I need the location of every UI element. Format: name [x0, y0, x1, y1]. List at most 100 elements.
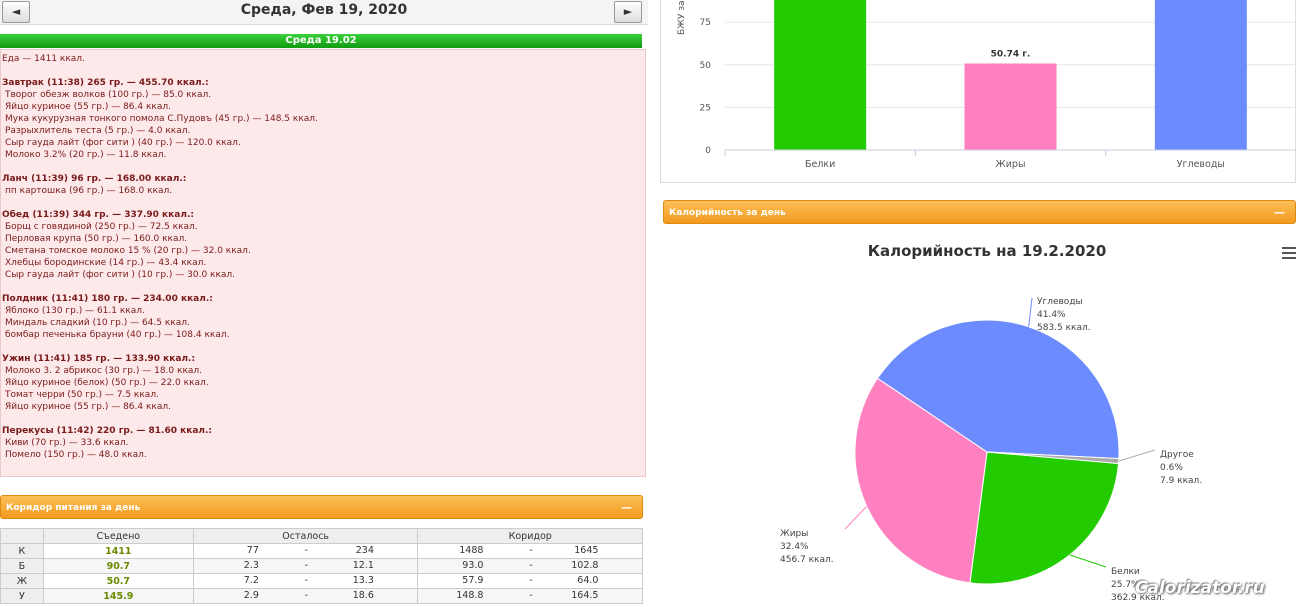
meal-item: Яблоко (130 гр.) — 61.1 ккал. [5, 306, 145, 316]
row-label: Б [0, 558, 44, 574]
eaten-cell: 145.9 [42, 588, 194, 604]
meal-item: Помело (150 гр.) — 48.0 ккал. [5, 450, 147, 460]
meal-item: Мука кукурузная тонкого помола С.Пудовъ … [5, 114, 318, 124]
left-cell: 77 - 234 [192, 543, 419, 559]
y-tick-label: 75 [700, 18, 711, 28]
meal-header: Ужин (11:41) 185 гр. — 133.90 ккал.: [2, 354, 196, 364]
connector [1069, 554, 1107, 568]
range-value: - [529, 545, 533, 556]
prev-button[interactable]: ◄ [2, 1, 30, 23]
meal-item: Киви (70 гр.) — 33.6 ккал. [5, 438, 129, 448]
slice-label: Жиры [780, 529, 808, 539]
pie-slice [854, 377, 988, 584]
range-value: - [529, 560, 533, 571]
x-tick-label: Углеводы [1177, 159, 1225, 170]
menu-icon[interactable] [1282, 247, 1296, 259]
meal-item: Перловая крупа (50 гр.) — 160.0 ккал. [5, 234, 188, 244]
meal: Полдник (11:41) 180 гр. — 234.00 ккал.: Я… [1, 293, 645, 341]
corridor-header[interactable]: Коридор питания за день — [0, 495, 643, 519]
range-cell: 148.8 - 164.5 [417, 588, 643, 604]
meal-item: Молоко 3.2% (20 гр.) — 11.8 ккал. [5, 150, 167, 160]
value-label: 50.74 г. [991, 50, 1031, 60]
meal-item: пп картошка (96 гр.) — 168.0 ккал. [5, 186, 173, 196]
table-row: Ж 50.7 7.2 - 13.3 57.9 - 64.0 [0, 573, 643, 589]
date-title: Среда, Фев 19, 2020 [240, 2, 408, 18]
corridor-table: Съедено Осталось Коридор К 1411 77-234 1488-16… [0, 528, 643, 604]
bar [1154, 0, 1247, 150]
row-label: Ж [0, 573, 44, 589]
meal-item: Хлебцы бородинские (14 гр.) — 43.4 ккал. [5, 258, 207, 268]
connector [1118, 449, 1156, 462]
slice-label: 25.7% [1111, 580, 1140, 590]
meal-item: Творог обезж волков (100 гр.) — 85.0 кка… [5, 90, 212, 100]
meal-header: Завтрак (11:38) 265 гр. — 455.70 ккал.: [2, 78, 209, 88]
range-value: 93.0 [462, 560, 484, 571]
charts: 0 25 50 75 БЖУ за Белки Жиры 50.74 г. Углеводы Ка… [677, 0, 1296, 603]
meal: Перекусы (11:42) 220 гр. — 81.60 ккал.: К… [1, 425, 645, 461]
meal-item: Борщ с говядиной (250 гр.) — 72.5 ккал. [5, 222, 198, 232]
slice-label: 32.4% [780, 542, 809, 552]
range-value: 1645 [574, 545, 599, 556]
slice-label: 41.4% [1037, 310, 1066, 320]
meal-item: Миндаль сладкий (10 гр.) — 64.5 ккал. [5, 318, 190, 328]
meal-item: Разрыхлитель теста (5 гр.) — 4.0 ккал. [5, 126, 191, 136]
chart-title: Калорийность на 19.2.2020 [868, 242, 1107, 260]
range-cell: 57.9 - 64.0 [417, 573, 643, 589]
calorie-header[interactable]: Калорийность за день — [663, 200, 1296, 224]
watermark: Calorizator.ru [1135, 578, 1265, 598]
range-cell: 93.0 - 102.8 [417, 558, 643, 574]
bar [964, 63, 1057, 150]
column-header: Коридор [417, 528, 643, 544]
meal-item: Яйцо куриное (белок) (50 гр.) — 22.0 кка… [5, 378, 209, 388]
left-value: - [304, 560, 309, 571]
meal: Ланч (11:39) 96 гр. — 168.00 ккал.: пп ка… [1, 173, 645, 197]
column-header: Осталось [192, 528, 419, 544]
slice-label: 7.9 ккал. [1160, 476, 1202, 486]
meal: Обед (11:39) 344 гр. — 337.90 ккал.: Борщ… [1, 209, 645, 281]
row-label: У [0, 588, 44, 604]
range-value: 1488 [459, 545, 484, 556]
left-value: 12.1 [352, 560, 374, 571]
table-row: У 145.9 2.9 - 18.6 148.8 - 164.5 [0, 588, 643, 604]
date-header: ◄ Среда, Фев 19, 2020 ► [0, 0, 648, 25]
collapse-button[interactable]: — [621, 501, 632, 514]
meal-item: Томат черри (50 гр.) — 7.5 ккал. [5, 390, 159, 400]
left-value: - [304, 575, 309, 586]
left-value: 18.6 [352, 590, 374, 601]
meal-item: Сыр гауда лайт (фог сити ) (40 гр.) — 12… [5, 138, 241, 148]
meal-header: Обед (11:39) 344 гр. — 337.90 ккал.: [2, 210, 194, 220]
x-tick-label: Жиры [996, 159, 1026, 170]
meal-item: Яйцо куриное (55 гр.) — 86.4 ккал. [5, 102, 171, 112]
meal-item: Сыр гауда лайт (фог сити ) (10 гр.) — 30… [5, 270, 236, 280]
range-value: 148.8 [456, 590, 484, 601]
slice-label: 583.5 ккал. [1037, 323, 1091, 333]
meal: Ужин (11:41) 185 гр. — 133.90 ккал.: Моло… [1, 353, 645, 413]
connector [1028, 297, 1033, 327]
log-total: Еда — 1411 ккал. [2, 54, 85, 64]
left-value: 7.2 [243, 575, 259, 586]
left-value: 13.3 [352, 575, 374, 586]
eaten-cell: 1411 [42, 543, 194, 559]
range-value: 57.9 [462, 575, 484, 586]
pie-slice [969, 451, 1120, 585]
table-row: Б 90.7 2.3 - 12.1 93.0 - 102.8 [0, 558, 643, 574]
bar [774, 0, 867, 151]
left-value: 77 [246, 545, 259, 556]
meal-header: Ланч (11:39) 96 гр. — 168.00 ккал.: [2, 174, 187, 184]
y-tick-label: 50 [700, 61, 712, 71]
corner-cell [0, 528, 44, 544]
left-cell: 7.2 - 13.3 [192, 573, 419, 589]
left-value: - [304, 590, 309, 601]
range-value: 164.5 [571, 590, 599, 601]
header-row: Съедено Осталось Коридор [0, 528, 643, 544]
slice-label: Другое [1160, 450, 1194, 460]
next-button[interactable]: ► [614, 1, 642, 23]
column-header: Съедено [42, 528, 194, 544]
left-value: 234 [355, 545, 374, 556]
y-tick-label: 0 [705, 146, 711, 156]
meal: Завтрак (11:38) 265 гр. — 455.70 ккал.: Т… [1, 77, 645, 161]
meal-header: Перекусы (11:42) 220 гр. — 81.60 ккал.: [2, 426, 213, 436]
meal-header: Полдник (11:41) 180 гр. — 234.00 ккал.: [2, 294, 213, 304]
collapse-button[interactable]: — [1274, 206, 1285, 219]
x-tick-label: Белки [805, 159, 835, 170]
